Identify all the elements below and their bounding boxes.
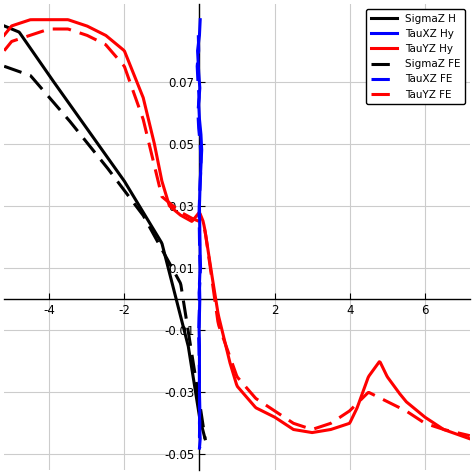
SigmaZ H (171, 286, 176, 292)
TauXZ Hy (197, 203, 202, 209)
TauXZ FE (196, 315, 202, 320)
TauXZ Hy (195, 48, 201, 54)
TauXZ FE (196, 352, 202, 358)
SigmaZ FE (121, 187, 127, 192)
TauXZ Hy (197, 116, 202, 122)
SigmaZ FE (120, 186, 126, 191)
TauXZ Hy (197, 343, 202, 348)
TauXZ Hy (196, 100, 201, 106)
TauYZ FE (1, 48, 7, 54)
SigmaZ H (120, 176, 126, 182)
TauYZ FE (254, 396, 260, 402)
TauXZ Hy (197, 178, 203, 184)
TauXZ FE (197, 281, 203, 286)
TauYZ FE (457, 430, 463, 436)
Line: TauXZ Hy: TauXZ Hy (198, 20, 202, 448)
TauXZ FE (194, 64, 200, 69)
TauXZ FE (198, 156, 204, 162)
TauXZ Hy (198, 265, 203, 271)
TauXZ FE (196, 210, 202, 215)
TauXZ Hy (197, 389, 202, 395)
TauXZ FE (196, 126, 201, 131)
TauXZ Hy (197, 32, 202, 38)
Legend: SigmaZ H, TauXZ Hy, TauYZ Hy, SigmaZ FE, TauXZ FE, TauYZ FE: SigmaZ H, TauXZ Hy, TauYZ Hy, SigmaZ FE,… (366, 9, 465, 104)
TauYZ Hy (457, 432, 463, 438)
TauYZ Hy (1, 32, 7, 38)
TauYZ FE (47, 26, 53, 32)
SigmaZ H (183, 335, 189, 341)
TauXZ Hy (197, 358, 202, 364)
TauXZ Hy (197, 296, 203, 302)
TauXZ Hy (197, 272, 203, 277)
TauXZ FE (197, 272, 203, 277)
TauXZ FE (195, 32, 201, 38)
TauXZ Hy (199, 147, 205, 153)
TauXZ Hy (197, 17, 203, 23)
TauXZ FE (197, 389, 202, 395)
TauXZ FE (197, 141, 203, 147)
TauXZ FE (196, 48, 201, 54)
Line: SigmaZ FE: SigmaZ FE (4, 66, 205, 439)
TauXZ FE (196, 334, 201, 339)
TauXZ Hy (197, 253, 203, 258)
TauXZ FE (197, 374, 202, 380)
TauXZ FE (197, 302, 202, 308)
SigmaZ FE (183, 316, 189, 321)
TauXZ Hy (197, 85, 203, 91)
TauXZ FE (196, 94, 202, 100)
TauYZ Hy (384, 373, 390, 379)
SigmaZ FE (124, 191, 130, 197)
TauXZ FE (197, 420, 203, 426)
TauXZ Hy (197, 436, 203, 442)
TauXZ Hy (197, 374, 202, 380)
TauXZ Hy (197, 420, 202, 426)
TauXZ FE (197, 445, 203, 451)
TauXZ FE (196, 290, 202, 296)
TauXZ FE (197, 188, 203, 193)
SigmaZ H (121, 177, 127, 183)
SigmaZ FE (2, 64, 8, 69)
TauXZ FE (195, 79, 201, 85)
TauXZ FE (197, 405, 202, 410)
TauYZ Hy (223, 345, 229, 351)
SigmaZ H (1, 23, 7, 29)
TauXZ Hy (197, 405, 203, 410)
TauYZ FE (226, 352, 232, 357)
TauYZ FE (223, 344, 229, 349)
SigmaZ H (2, 23, 8, 29)
TauXZ Hy (196, 70, 201, 75)
TauYZ FE (384, 399, 390, 404)
TauXZ Hy (197, 228, 203, 234)
TauXZ Hy (198, 163, 204, 168)
TauXZ Hy (198, 132, 204, 137)
TauXZ FE (197, 234, 202, 240)
TauXZ Hy (196, 327, 202, 333)
TauXZ FE (198, 172, 203, 178)
TauYZ Hy (279, 419, 285, 425)
TauXZ FE (197, 259, 203, 264)
TauYZ Hy (254, 406, 260, 411)
Line: TauYZ Hy: TauYZ Hy (4, 20, 470, 439)
SigmaZ FE (202, 436, 208, 442)
TauXZ Hy (197, 281, 202, 286)
TauXZ Hy (197, 445, 202, 451)
SigmaZ H (202, 436, 208, 442)
SigmaZ H (124, 183, 130, 189)
TauYZ FE (467, 433, 473, 438)
Line: SigmaZ H: SigmaZ H (4, 26, 205, 439)
Line: TauXZ FE: TauXZ FE (197, 35, 201, 448)
TauXZ Hy (197, 312, 202, 318)
TauYZ FE (279, 413, 285, 419)
Line: TauYZ FE: TauYZ FE (4, 29, 470, 436)
SigmaZ FE (171, 268, 176, 273)
TauYZ Hy (226, 356, 232, 362)
TauYZ Hy (28, 17, 34, 23)
TauYZ Hy (467, 436, 473, 442)
TauXZ FE (195, 110, 201, 116)
SigmaZ FE (1, 64, 7, 69)
TauXZ FE (197, 433, 202, 438)
